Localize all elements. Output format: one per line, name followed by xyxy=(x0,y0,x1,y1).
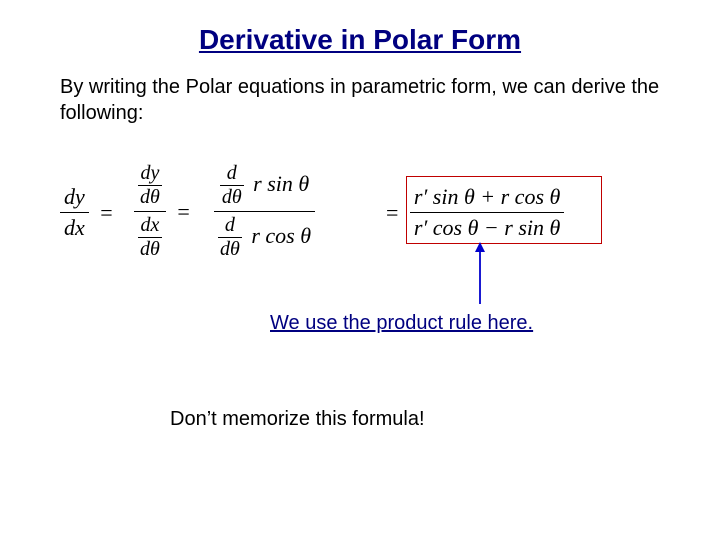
d-bot: d xyxy=(218,214,242,237)
eq-sign-2: = xyxy=(171,199,195,225)
eq-sign-1: = xyxy=(94,200,118,226)
rcos: r cos θ xyxy=(247,223,311,248)
rsin: r sin θ xyxy=(249,171,309,196)
page-title: Derivative in Polar Form xyxy=(0,0,720,56)
mid-top-num: dy xyxy=(138,162,162,185)
mid-bot-num: dx xyxy=(138,214,162,237)
dtheta-top: dθ xyxy=(220,185,244,209)
product-rule-note: We use the product rule here. xyxy=(270,312,533,335)
eq-sign-3: = xyxy=(380,200,404,226)
arrow-icon xyxy=(470,242,490,310)
eq-lhs: dy dx = xyxy=(60,184,119,241)
mid-bot-den: dθ xyxy=(138,237,162,261)
dont-memorize-note: Don’t memorize this formula! xyxy=(170,408,425,431)
d-top: d xyxy=(220,162,244,185)
intro-text: By writing the Polar equations in parame… xyxy=(0,56,720,126)
lhs-den: dx xyxy=(60,212,89,241)
dtheta-bot: dθ xyxy=(218,237,242,261)
equation-area: dy dx = dy dθ dx dθ = xyxy=(0,144,720,344)
lhs-num: dy xyxy=(60,184,89,212)
eq-mid2: d dθ r sin θ d dθ r cos θ xyxy=(214,162,315,261)
eq-mid: dy dθ dx dθ = xyxy=(134,162,196,261)
mid-top-den: dθ xyxy=(138,185,162,209)
highlight-box xyxy=(406,176,602,244)
